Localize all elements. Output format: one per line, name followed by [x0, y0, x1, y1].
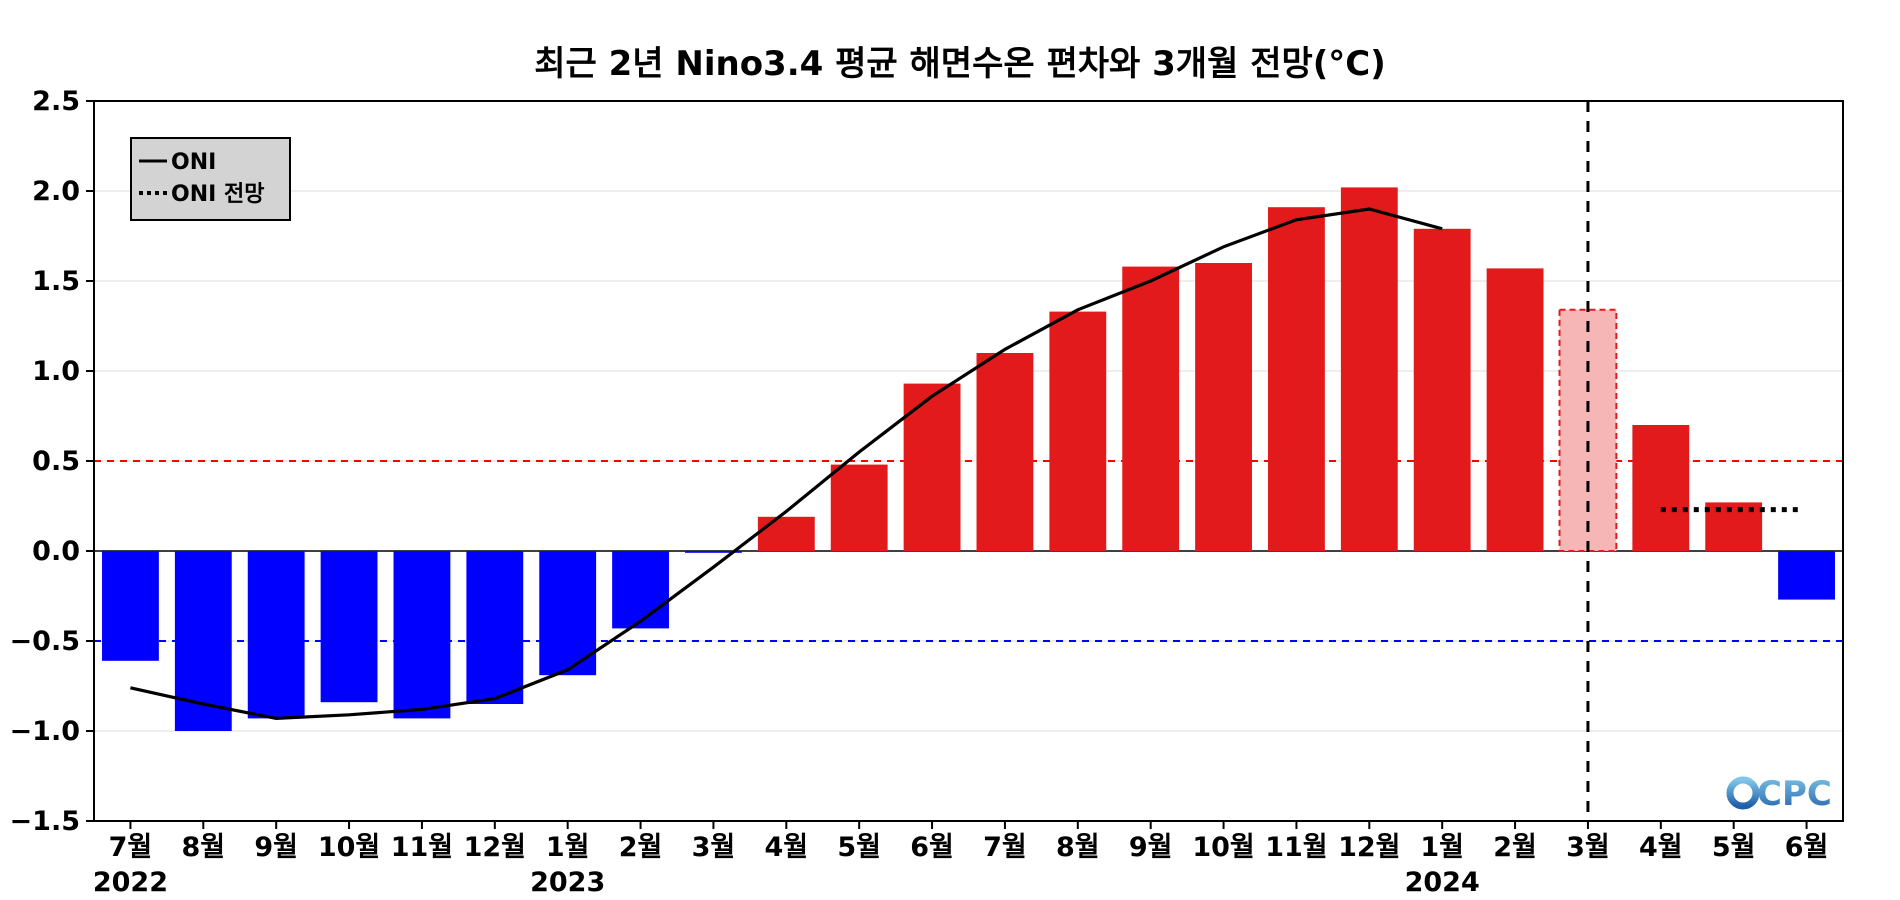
y-tick-label: 0.0: [32, 536, 80, 567]
y-axis: −1.5 −1.0 −0.5 0.0 0.5 1.0 1.5 2.0 2.5: [10, 86, 94, 837]
cpc-logo: CPC: [1726, 774, 1832, 814]
bar: [1486, 268, 1544, 551]
bar: [247, 551, 305, 719]
bar: [393, 551, 451, 719]
x-tick-label: 2월: [1493, 832, 1537, 863]
x-tick-label: 5월: [1712, 832, 1756, 863]
y-tick-label: 2.5: [32, 86, 80, 117]
y-tick-label: 1.5: [32, 266, 80, 297]
bar: [830, 464, 888, 551]
bar: [1632, 425, 1690, 551]
x-tick-label: 12월: [464, 832, 526, 863]
y-tick-label: −1.5: [10, 806, 80, 837]
x-tick-label: 10월: [1192, 832, 1254, 863]
logo-globe: [1726, 776, 1760, 810]
x-tick-label: 8월: [1056, 832, 1100, 863]
legend-label: ONI 전망: [171, 182, 264, 207]
bar: [685, 551, 742, 553]
x-tick-label: 4월: [764, 832, 808, 863]
x-axis: 7월 8월 9월 10월 11월 12월 1월 2월 3월 4월 5월 6월 7월 8월 9월 10월 11월 1…: [93, 821, 1829, 898]
x-tick-label: 4월: [1639, 832, 1683, 863]
bar: [757, 516, 815, 551]
logo-wordmark: CPC: [1757, 774, 1832, 814]
bars: [102, 187, 1835, 731]
bar: [102, 551, 159, 661]
chart-title: 최근 2년 Nino3.4 평균 해면수온 편차와 3개월 전망(°C): [534, 44, 1386, 84]
bar: [612, 551, 669, 629]
bar: [1268, 207, 1325, 551]
y-tick-label: 0.5: [32, 446, 80, 477]
x-tick-label: 1월: [1420, 832, 1464, 863]
bar: [1778, 551, 1835, 600]
x-tick-label: 5월: [837, 832, 881, 863]
x-tick-label: 9월: [1129, 832, 1173, 863]
bar: [903, 383, 961, 551]
bar: [1340, 187, 1398, 551]
bar: [976, 353, 1034, 551]
bar: [1049, 311, 1107, 551]
legend-label: ONI: [171, 150, 216, 175]
x-tick-label: 11월: [1265, 832, 1327, 863]
bar: [1122, 266, 1180, 551]
x-tick-label: 7월: [109, 832, 153, 863]
legend: ONI ONI 전망: [130, 137, 291, 221]
x-tick-label: 11월: [391, 832, 453, 863]
bar: [320, 551, 378, 703]
x-tick-label: 7월: [983, 832, 1027, 863]
y-tick-label: −0.5: [10, 626, 80, 657]
bar: [1413, 228, 1471, 552]
x-tick-label: 9월: [254, 832, 298, 863]
x-tick-label: 3월: [692, 832, 736, 863]
year-label: 2023: [530, 867, 605, 898]
x-tick-label: 6월: [910, 832, 954, 863]
bar: [539, 551, 597, 676]
x-tick-label: 10월: [318, 832, 380, 863]
series-lines: [130, 207, 1800, 721]
y-tick-label: 2.0: [32, 176, 80, 207]
x-tick-label: 12월: [1338, 832, 1400, 863]
year-label: 2022: [93, 867, 168, 898]
year-label: 2024: [1405, 867, 1480, 898]
x-tick-label: 1월: [546, 832, 590, 863]
bar: [1195, 263, 1252, 551]
legend-box: [130, 137, 291, 221]
oni-line: [130, 207, 1443, 721]
x-tick-label: 6월: [1785, 832, 1829, 863]
x-tick-label: 2월: [619, 832, 663, 863]
y-tick-label: 1.0: [32, 356, 80, 387]
x-tick-label: 3월: [1566, 832, 1610, 863]
x-tick-label: 8월: [181, 832, 225, 863]
bar: [466, 551, 524, 704]
reference-lines: [94, 460, 1843, 642]
y-tick-label: −1.0: [10, 716, 80, 747]
